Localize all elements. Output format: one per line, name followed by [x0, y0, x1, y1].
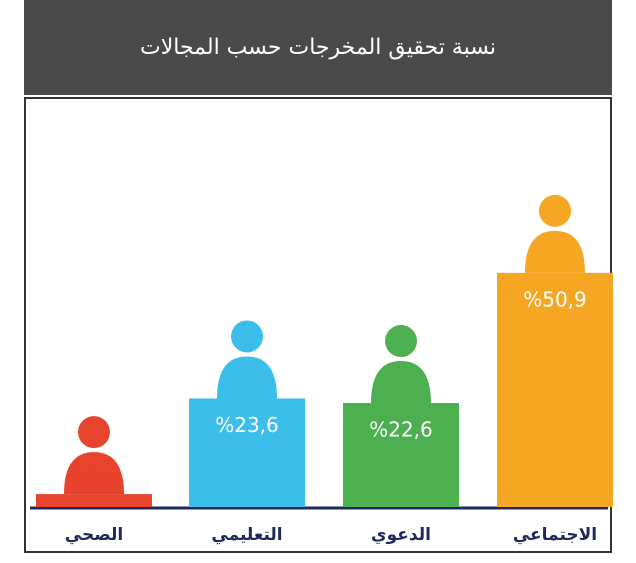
chart-title: نسبة تحقيق المخرجات حسب المجالات: [140, 35, 496, 60]
category-label: الدعوي: [371, 525, 431, 545]
page: {"chart_data": {"type": "bar", "title": …: [0, 0, 636, 563]
bar: [36, 494, 152, 507]
icon-body: [525, 231, 585, 273]
category-label: الصحي: [65, 525, 123, 545]
value-label: %23,6: [215, 413, 279, 437]
icon-head: [231, 320, 263, 352]
icon-body: [371, 361, 431, 403]
icon-head: [78, 416, 110, 448]
value-label: %22,6: [369, 418, 433, 442]
category-label: التعليمي: [211, 525, 282, 545]
category-label: الاجتماعي: [513, 525, 597, 545]
value-label: %2,8: [69, 467, 120, 491]
icon-head: [385, 325, 417, 357]
icon-head: [539, 195, 571, 227]
value-label: %50,9: [523, 287, 587, 311]
icon-body: [217, 356, 277, 398]
chart: نسبة تحقيق المخرجات حسب المجالات %50,9 ال…: [0, 0, 636, 563]
